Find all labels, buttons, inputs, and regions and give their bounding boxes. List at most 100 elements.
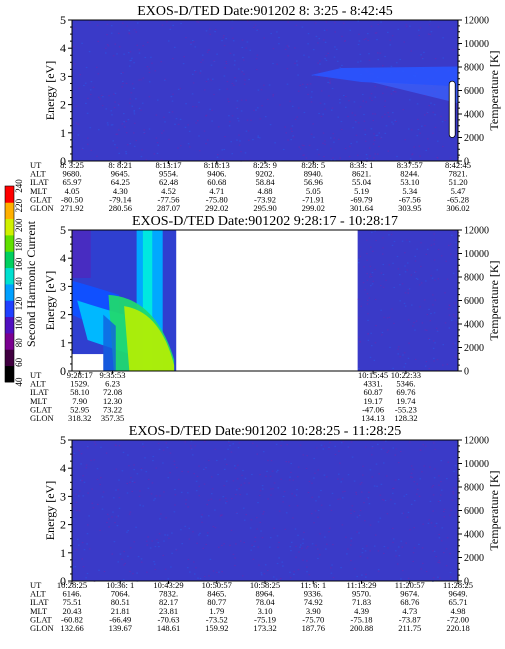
table-cell: 3.10 [258,606,273,616]
table-cell: -69.79 [351,194,373,204]
colorbar-label: Second Harmonic Current [24,220,38,347]
row-label-glon: GLON [30,413,54,423]
temperature-tick-label: 12000 [464,436,489,447]
energy-tick-label: 3 [60,489,66,503]
table-cell: 301.64 [350,203,374,213]
colorbar-segment [5,202,14,220]
colorbar-tick-label: 80 [14,338,24,348]
temperature-axis: 0 2000 4000 6000 8000 10000 12000 Temperature [… [458,226,501,378]
table-cell: 10:28:25 [57,580,87,590]
table-cell: -79.14 [109,194,132,204]
spectrogram [72,440,460,582]
row-label-ilat: ILAT [30,597,49,607]
table-cell: 4.88 [258,186,273,196]
energy-tick-label: 4 [60,251,66,265]
table-cell: 299.02 [302,203,325,213]
table-cell: 139.67 [109,623,132,633]
table-cell: 9202. [255,169,274,179]
temperature-tick-label: 0 [464,157,469,168]
colorbar-segment [5,235,14,252]
table-cell: 6.23 [105,379,120,389]
temperature-axis-label: Temperature [K] [487,470,501,550]
row-label-ut: UT [30,160,42,170]
panel-2: EXOS-D/TED Date:901202 9:28:17 - 10:28:1… [4,179,501,423]
colorbar-tick-label: 120 [14,296,24,310]
energy-tick-label: 1 [60,336,66,350]
table-cell: 7064. [111,589,130,599]
table-cell: 4.71 [209,186,224,196]
table-cell: 10:43:29 [153,580,183,590]
colorbar-segment [5,251,14,269]
table-cell: 75.51 [62,597,81,607]
temperature-tick-label: 4000 [464,530,484,541]
temperature-tick-label: 6000 [464,296,484,307]
table-cell: 357.35 [101,413,124,423]
table-cell: 9:28:17 [67,370,93,380]
temperature-tick-label: 4000 [464,320,484,331]
table-cell: -70.63 [158,614,180,624]
panel-title: EXOS-D/TED Date:901202 9:28:17 - 10:28:1… [132,214,398,229]
table-cell: 7832. [159,589,178,599]
colorbar-tick-label: 60 [14,357,24,367]
table-cell: 68.76 [400,597,419,607]
table-cell: 9554. [159,169,178,179]
table-cell: -75.80 [206,194,228,204]
table-cell: 62.48 [159,177,178,187]
table-cell: 5.34 [402,186,418,196]
table-cell: 8:42:45 [445,160,471,170]
energy-tick-label: 0 [60,364,66,378]
energy-tick-label: 1 [60,546,66,560]
temperature-axis: 0 2000 4000 6000 8000 10000 12000 Temperature [… [458,436,501,588]
row-label-mlt: MLT [30,396,48,406]
temperature-tick-label: 4000 [464,110,484,121]
table-cell: 1.79 [209,606,224,616]
table-cell: 8465. [207,589,226,599]
table-cell: -66.49 [109,614,131,624]
row-label-alt: ALT [30,589,47,599]
table-cell: 271.92 [60,203,83,213]
colorbar-segment [5,333,14,350]
colorbar-segment [5,218,14,236]
table-cell: 10:15:45 [358,370,388,380]
table-cell: 306.02 [446,203,469,213]
spectrogram [72,20,460,162]
energy-tick-label: 1 [60,126,66,140]
table-cell: 60.68 [207,177,226,187]
table-cell: 65.71 [448,597,467,607]
table-cell: 11:28:25 [443,580,473,590]
table-cell: 287.07 [157,203,180,213]
temperature-axis-label: Temperature [K] [487,260,501,340]
table-cell: 4.05 [65,186,80,196]
panel-3: EXOS-D/TED Date:901202 10:28:25 - 11:28:… [30,424,501,633]
table-cell: 295.90 [253,203,276,213]
table-cell: 53.10 [400,177,419,187]
table-cell: -80.50 [61,194,83,204]
table-cell: 318.32 [68,413,91,423]
table-cell: 9649. [448,589,467,599]
colorbar-segment [5,284,14,301]
table-cell: 7.90 [72,396,87,406]
table-cell: 4.30 [113,186,128,196]
table-cell: 10:58:25 [250,580,280,590]
temperature-axis: 0 2000 4000 6000 8000 10000 12000 Temperature [… [458,16,501,168]
energy-tick-label: 3 [60,279,66,293]
colorbar-tick-label: 240 [14,179,24,193]
table-cell: 10:36: 1 [106,580,134,590]
table-cell: 9645. [111,169,130,179]
temperature-tick-label: 8000 [464,63,484,74]
row-label-ut: UT [30,580,42,590]
table-cell: 56.96 [304,177,323,187]
table-cell: 5.05 [306,186,321,196]
energy-tick-label: 4 [60,461,66,475]
table-cell: 72.08 [103,387,122,397]
temperature-tick-label: 2000 [464,133,484,144]
table-cell: 10:22:33 [391,370,421,380]
colorbar-tick-label: 200 [14,218,24,232]
row-label-alt: ALT [30,169,47,179]
table-cell: 58.10 [70,387,89,397]
table-cell: 58.84 [255,177,275,187]
panel-title: EXOS-D/TED Date:901202 8: 3:25 - 8:42:45 [137,4,392,19]
table-cell: 5346. [396,379,415,389]
colorbar-tick-label: 140 [14,277,24,291]
